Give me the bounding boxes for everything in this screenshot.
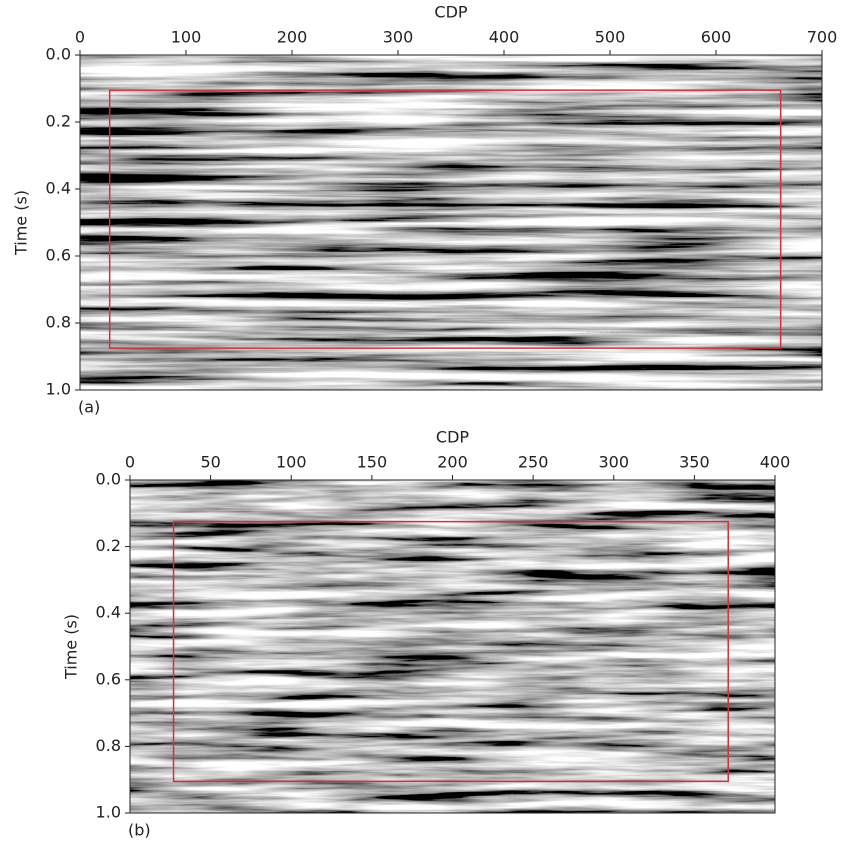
x-tick-label: 600 bbox=[701, 28, 732, 47]
x-tick-label: 700 bbox=[807, 28, 838, 47]
y-tick-label: 0.2 bbox=[96, 536, 121, 555]
highlight-box bbox=[172, 520, 729, 783]
x-tick-label: 250 bbox=[518, 453, 549, 472]
y-tick-label: 0.6 bbox=[96, 669, 121, 688]
y-axis-label: Time (s) bbox=[62, 614, 81, 680]
x-tick-label: 500 bbox=[595, 28, 626, 47]
y-tick-label: 0.4 bbox=[46, 179, 71, 198]
y-tick-label: 1.0 bbox=[96, 803, 121, 822]
y-tick-label: 1.0 bbox=[46, 380, 71, 399]
x-tick-label: 400 bbox=[489, 28, 520, 47]
y-tick-label: 0.8 bbox=[46, 313, 71, 332]
y-axis-label: Time (s) bbox=[12, 190, 31, 256]
y-tick-label: 0.0 bbox=[96, 470, 121, 489]
x-tick-label: 200 bbox=[277, 28, 308, 47]
y-tick-label: 0.8 bbox=[96, 736, 121, 755]
plot-frame bbox=[79, 54, 823, 391]
x-axis-label: CDP bbox=[436, 428, 469, 447]
x-tick-label: 150 bbox=[357, 453, 388, 472]
y-tick-label: 0.6 bbox=[46, 246, 71, 265]
x-tick-label: 200 bbox=[437, 453, 468, 472]
x-tick-label: 100 bbox=[276, 453, 307, 472]
y-tick-label: 0.0 bbox=[46, 45, 71, 64]
seismic-image bbox=[80, 55, 822, 390]
x-tick-label: 400 bbox=[760, 453, 791, 472]
panel-label: (a) bbox=[78, 398, 100, 417]
y-tick-label: 0.4 bbox=[96, 603, 121, 622]
x-tick-label: 0 bbox=[125, 453, 135, 472]
x-tick-label: 50 bbox=[200, 453, 220, 472]
x-tick-label: 100 bbox=[171, 28, 202, 47]
x-tick-label: 350 bbox=[679, 453, 710, 472]
x-axis-label: CDP bbox=[434, 3, 467, 22]
y-tick-label: 0.2 bbox=[46, 112, 71, 131]
panel-label: (b) bbox=[128, 821, 151, 840]
x-tick-label: 0 bbox=[75, 28, 85, 47]
x-tick-label: 300 bbox=[598, 453, 629, 472]
highlight-box bbox=[108, 89, 782, 349]
seismic-image bbox=[130, 480, 775, 813]
x-tick-label: 300 bbox=[383, 28, 414, 47]
